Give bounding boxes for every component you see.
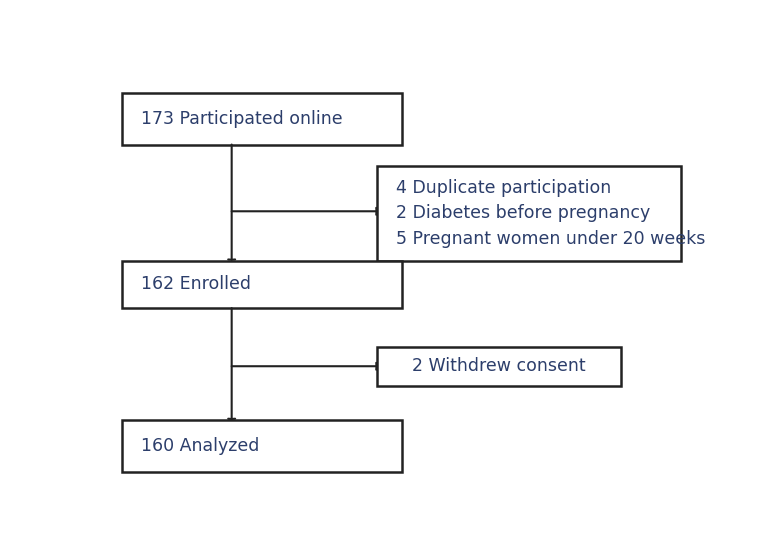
Bar (122, 93, 402, 145)
Text: 160 Analyzed: 160 Analyzed (140, 437, 259, 455)
Bar (378, 166, 681, 260)
Bar (378, 347, 621, 386)
Text: 173 Participated online: 173 Participated online (140, 110, 342, 128)
Text: 162 Enrolled: 162 Enrolled (140, 276, 251, 293)
Text: 2 Withdrew consent: 2 Withdrew consent (412, 357, 586, 375)
Text: 4 Duplicate participation
2 Diabetes before pregnancy
5 Pregnant women under 20 : 4 Duplicate participation 2 Diabetes bef… (396, 179, 705, 248)
Bar (122, 420, 402, 472)
Bar (122, 260, 402, 308)
